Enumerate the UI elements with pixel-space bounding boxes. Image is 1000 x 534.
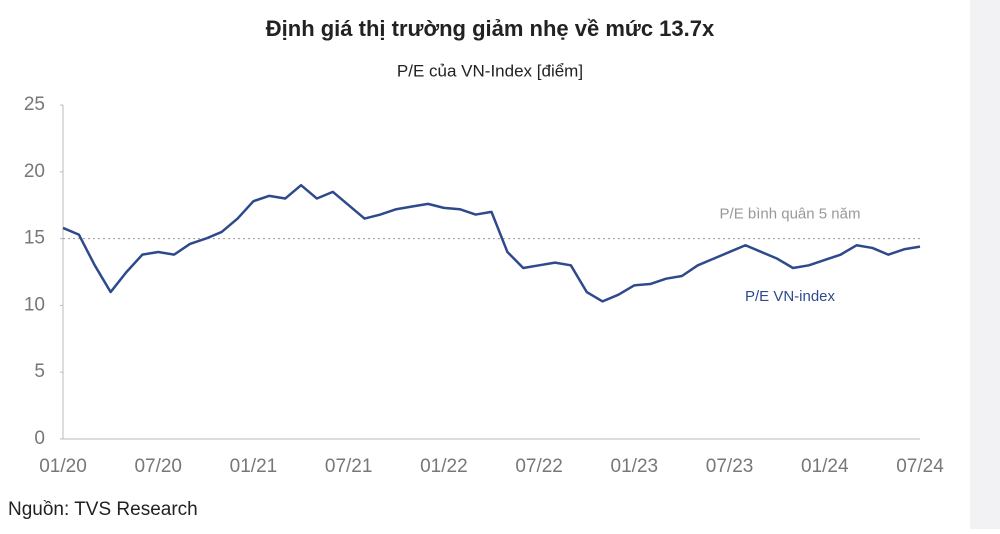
series-label: P/E VN-index [745, 288, 836, 305]
reference-label: P/E bình quân 5 năm [720, 206, 861, 223]
x-tick-label: 07/23 [706, 456, 754, 477]
chart-title: Định giá thị trường giảm nhẹ về mức 13.7… [266, 16, 715, 41]
series-line [62, 183, 921, 303]
y-tick-label: 10 [24, 294, 45, 315]
y-tick-label: 5 [34, 361, 45, 382]
y-tick-label: 25 [24, 94, 45, 115]
x-tick-label: 07/20 [134, 456, 182, 477]
x-tick-label: 07/24 [896, 456, 944, 477]
source: Nguồn: TVS Research [8, 499, 198, 520]
x-tick-label: 01/20 [39, 456, 87, 477]
x-tick-label: 01/24 [801, 456, 849, 477]
y-tick-label: 15 [24, 228, 45, 249]
y-tick-label: 20 [24, 161, 45, 182]
x-tick-label: 01/21 [230, 456, 278, 477]
y-tick-label: 0 [34, 428, 45, 449]
x-tick-label: 07/21 [325, 456, 373, 477]
chart-subtitle: P/E của VN-Index [điểm] [397, 61, 583, 80]
x-tick-label: 07/22 [515, 456, 563, 477]
side-strip [970, 0, 1000, 529]
x-tick-label: 01/22 [420, 456, 468, 477]
x-tick-label: 01/23 [611, 456, 659, 477]
